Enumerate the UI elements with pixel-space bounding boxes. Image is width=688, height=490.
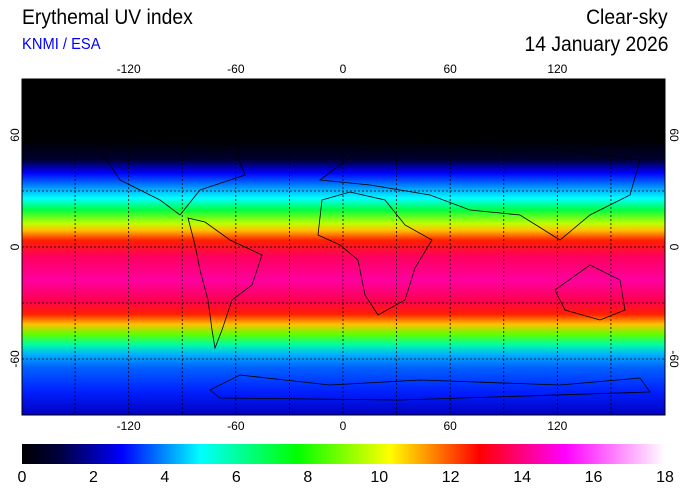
lon-tick-label-bottom: 0 (340, 419, 347, 433)
lon-tick-label-top: 120 (547, 62, 567, 76)
colorbar-tick-label: 6 (232, 469, 241, 486)
lat-tick-label-left: -60 (8, 350, 22, 368)
coast-australia (554, 264, 626, 321)
colorbar-tick-label: 16 (585, 469, 603, 486)
map-frame (21, 78, 666, 416)
map-title: Erythemal UV index (22, 6, 193, 29)
colorbar-tick-label: 4 (160, 469, 169, 486)
gridlines (22, 134, 665, 415)
colorbar-tick-label: 14 (513, 469, 531, 486)
mode-label: Clear-sky (586, 6, 668, 29)
colorbar-tick-label: 10 (370, 469, 388, 486)
colorbar-tick-label: 18 (656, 469, 674, 486)
lat-tick-label-right: 60 (667, 128, 681, 142)
colorbar-tick-label: 8 (303, 469, 312, 486)
lat-tick-label-right: 0 (667, 244, 681, 251)
lat-tick-label-left: 0 (8, 243, 22, 250)
coast-north-america (99, 139, 246, 216)
coast-antarctica (209, 374, 651, 401)
coast-south-america (187, 217, 263, 350)
source-label: KNMI / ESA (22, 36, 101, 53)
colorbar (22, 444, 665, 464)
coast-africa (317, 191, 433, 316)
lat-tick-label-right: -60 (667, 350, 681, 368)
lon-tick-label-bottom: 60 (443, 419, 457, 433)
lon-tick-label-bottom: -60 (227, 419, 245, 433)
lon-tick-label-top: 0 (340, 62, 347, 76)
colorbar-tick-label: 12 (442, 469, 460, 486)
lon-tick-label-top: -60 (227, 62, 245, 76)
date-label: 14 January 2026 (524, 33, 668, 56)
colorbar-tick-label: 2 (89, 469, 98, 486)
lon-tick-label-top: -120 (117, 62, 141, 76)
colorbar-tick-label: 0 (18, 469, 27, 486)
lat-tick-label-left: 60 (8, 128, 22, 142)
lon-tick-label-bottom: 120 (547, 419, 567, 433)
lon-tick-label-bottom: -120 (117, 419, 141, 433)
lon-tick-label-top: 60 (443, 62, 457, 76)
